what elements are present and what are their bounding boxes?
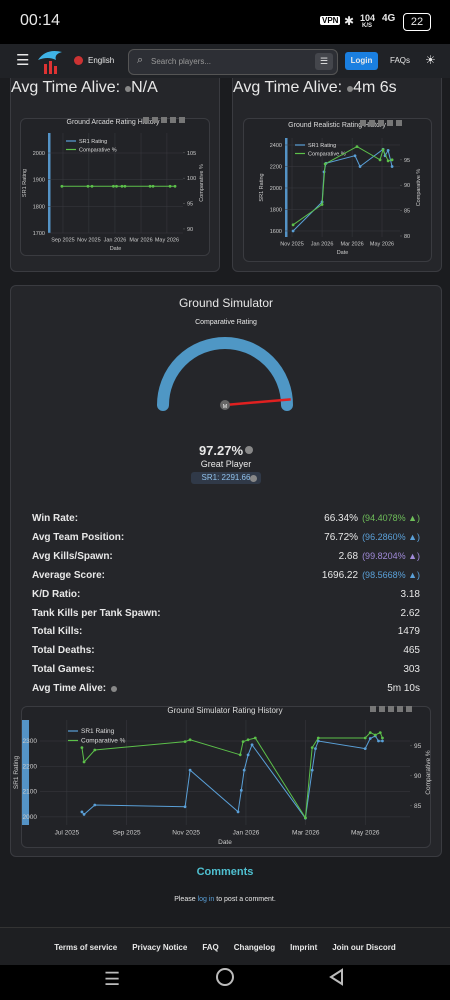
stat-label: Avg Kills/Spawn: xyxy=(32,550,113,562)
stat-value: 66.34% xyxy=(324,513,359,524)
theme-toggle[interactable]: ☀ xyxy=(425,53,436,67)
stat-row: Avg Time Alive: 5m 10s xyxy=(32,683,420,694)
chart-frame xyxy=(21,706,431,848)
stat-label: Avg Time Alive: xyxy=(32,683,107,695)
stat-comparative: (94.4078% ▲) xyxy=(362,513,420,523)
recents-button[interactable]: ☰ xyxy=(104,969,121,989)
speed: 104 xyxy=(360,13,376,23)
footer: Terms of service Privacy Notice FAQ Changel… xyxy=(0,927,450,966)
bluetooth-icon: ✱ xyxy=(344,14,355,28)
logo[interactable] xyxy=(34,46,68,76)
faqs-link[interactable]: FAQs xyxy=(390,56,411,65)
search-icon: ⌕ xyxy=(137,54,144,66)
network: 4G xyxy=(382,13,396,24)
footer-link[interactable]: Changelog xyxy=(233,942,276,952)
simulator-card: Ground Simulator Comparative Rating 97.2… xyxy=(10,285,442,857)
stat-row: Avg Time Alive: N/A xyxy=(11,79,219,97)
info-icon[interactable] xyxy=(347,86,354,92)
stat-row: Total Games: 303 xyxy=(32,664,420,675)
comment-prompt: Please log in to post a comment. xyxy=(0,896,450,903)
footer-link[interactable]: FAQ xyxy=(202,942,219,952)
stat-value: 76.72% xyxy=(324,531,359,543)
navbar: ☰ English ⌕ Search players... ☰ Login FA… xyxy=(0,44,450,78)
text: to post a comment. xyxy=(216,896,276,903)
comparative-label: 97.27% xyxy=(198,443,244,458)
stat-comparative: (98.5668% ▲) xyxy=(362,569,420,580)
sr-badge: SR1: 2291.66 xyxy=(191,472,261,484)
info-icon[interactable] xyxy=(125,86,132,92)
stat-value: 465 xyxy=(403,645,420,657)
stat-row: Average Score: 1696.22 (98.5668% ▲) xyxy=(32,570,420,581)
stat-label: Win Rate: xyxy=(32,513,79,524)
stat-value: N/A xyxy=(131,79,158,96)
stat-label: Total Kills: xyxy=(32,626,83,638)
stat-row: Win Rate: 66.34% (94.4078% ▲) xyxy=(32,513,420,524)
stat-row: Total Deaths: 465 xyxy=(32,645,420,656)
system-nav: ☰ xyxy=(0,965,450,1000)
chart-frame xyxy=(243,118,432,262)
stat-value: 2.62 xyxy=(400,607,420,619)
stat-value: 1696.22 xyxy=(321,569,359,581)
flag-icon xyxy=(74,56,83,65)
stat-label: Avg Time Alive: xyxy=(11,79,121,96)
stat-label: Avg Time Alive: xyxy=(233,79,343,96)
stat-label: K/D Ratio: xyxy=(32,588,81,600)
vpn: VPN xyxy=(320,16,341,25)
speed-unit: K/S xyxy=(362,23,373,29)
footer-link[interactable]: Privacy Notice xyxy=(132,942,188,952)
stat-value: 5m 10s xyxy=(387,683,420,695)
stat-comparative: (96.2860% ▲) xyxy=(362,531,420,542)
stat-row: K/D Ratio: 3.18 xyxy=(32,589,420,600)
stat-row: Avg Kills/Spawn: 2.68 (99.8204% ▲) xyxy=(32,551,420,562)
comments-title: Comments xyxy=(196,866,254,878)
home-button[interactable] xyxy=(216,968,234,986)
back-button[interactable] xyxy=(328,968,344,986)
search-placeholder: Search players... xyxy=(151,57,212,66)
stat-value: 3.18 xyxy=(400,588,420,600)
stat-row: Avg Time Alive: 4m 6s xyxy=(233,79,441,97)
stat-label: Avg Team Position: xyxy=(32,531,125,543)
time: 00:14 xyxy=(20,12,61,29)
section-title: Ground Simulator xyxy=(178,296,274,310)
stat-label: Total Deaths: xyxy=(32,645,95,657)
footer-link[interactable]: Imprint xyxy=(290,942,318,952)
text: Please xyxy=(174,896,196,903)
stat-label: Total Games: xyxy=(32,664,95,676)
battery: 22 xyxy=(403,13,431,31)
language[interactable]: English xyxy=(88,56,115,65)
stat-value: 4m 6s xyxy=(353,79,397,96)
footer-link[interactable]: Terms of service xyxy=(54,942,118,952)
stat-row: Tank Kills per Tank Spawn: 2.62 xyxy=(32,608,420,619)
footer-link[interactable]: Join our Discord xyxy=(332,942,396,952)
stat-comparative: (99.8204% ▲) xyxy=(362,550,420,561)
stat-value: 303 xyxy=(403,664,420,676)
info-icon[interactable] xyxy=(111,686,118,693)
rank: Great Player xyxy=(200,459,252,469)
info-icon[interactable] xyxy=(245,446,253,454)
chart-frame xyxy=(20,118,210,256)
info-icon[interactable] xyxy=(250,475,257,482)
login-button[interactable]: Login xyxy=(345,52,378,70)
stat-value: 1479 xyxy=(397,626,420,638)
stat-row: Total Kills: 1479 xyxy=(32,626,420,637)
login-link[interactable]: log in xyxy=(197,896,215,903)
stat-value: 2.68 xyxy=(338,550,359,562)
stat-label: Average Score: xyxy=(32,569,105,581)
stat-row: Avg Team Position: 76.72% (96.2860% ▲) xyxy=(32,532,420,543)
stat-label: Tank Kills per Tank Spawn: xyxy=(32,607,161,619)
status-bar: 00:14 VPN ✱ 104 K/S 4G 22 xyxy=(0,0,450,44)
search-box[interactable]: ⌕ Search players... ☰ xyxy=(128,49,338,75)
menu-button[interactable]: ☰ xyxy=(16,52,30,69)
gauge-title: Comparative Rating xyxy=(195,319,257,326)
filter-button[interactable]: ☰ xyxy=(315,53,333,70)
